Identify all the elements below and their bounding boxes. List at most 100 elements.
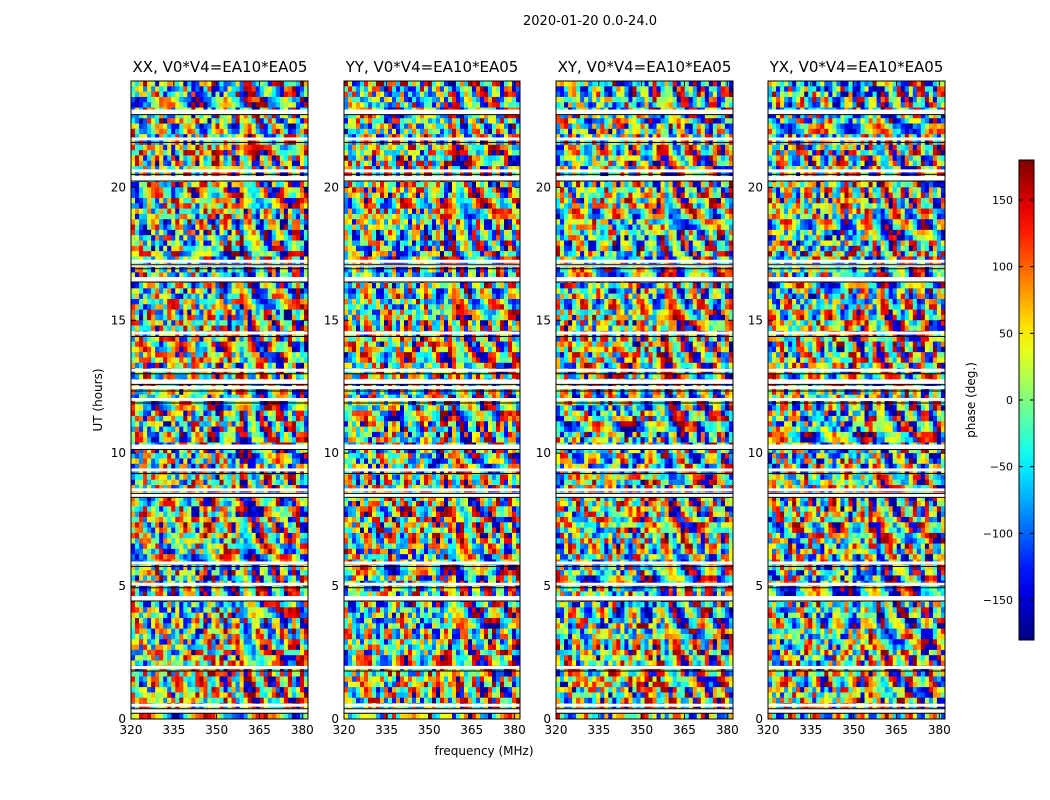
flagged-row	[768, 109, 945, 115]
flagged-row	[131, 169, 308, 173]
x-tick-label: 350	[630, 723, 653, 737]
y-tick-label: 20	[536, 180, 551, 194]
flagged-row	[768, 444, 945, 450]
flagged-row	[344, 665, 520, 669]
flagged-row	[344, 596, 520, 602]
flagged-row	[131, 109, 308, 115]
flagged-row	[344, 169, 520, 173]
flagged-row	[556, 561, 733, 565]
flagged-row	[131, 331, 308, 335]
flagged-row	[344, 488, 520, 492]
flagged-row	[768, 259, 945, 263]
flagged-row	[556, 109, 733, 115]
flagged-row	[768, 379, 945, 385]
flagged-row	[344, 137, 520, 141]
x-tick-label: 335	[375, 723, 398, 737]
x-tick-label: 380	[291, 723, 314, 737]
flagged-row	[131, 398, 308, 401]
y-tick-label: 10	[536, 446, 551, 460]
flagged-row	[768, 708, 945, 714]
phase-panel-3	[768, 81, 945, 719]
x-tick-label: 320	[757, 723, 780, 737]
flagged-row	[556, 386, 733, 390]
panel-title-xx: XX, V0*V4=EA10*EA05	[131, 58, 309, 76]
flagged-row	[556, 379, 733, 385]
y-tick-label: 0	[543, 712, 551, 726]
flagged-row	[131, 561, 308, 565]
y-tick-label: 5	[118, 579, 126, 593]
flagged-row	[344, 176, 520, 182]
x-tick-label: 365	[673, 723, 696, 737]
y-tick-label: 15	[111, 313, 126, 327]
flagged-row	[768, 137, 945, 141]
phase-panel-2	[556, 81, 733, 719]
flagged-row	[768, 468, 945, 472]
x-tick-label: 335	[587, 723, 610, 737]
x-tick-label: 320	[333, 723, 356, 737]
flagged-row	[131, 665, 308, 669]
x-tick-label: 380	[716, 723, 739, 737]
phase-panel-1	[344, 81, 520, 719]
panel-title-xy: XY, V0*V4=EA10*EA05	[556, 58, 733, 76]
flagged-row	[556, 468, 733, 472]
flagged-row	[556, 137, 733, 141]
flagged-row	[556, 665, 733, 669]
flagged-row	[556, 331, 733, 335]
flagged-row	[344, 708, 520, 714]
figure-title: 2020-01-20 0.0-24.0	[0, 14, 1050, 29]
flagged-row	[768, 277, 945, 283]
y-tick-label: 0	[755, 712, 763, 726]
flagged-row	[344, 277, 520, 283]
x-tick-label: 350	[842, 723, 865, 737]
flagged-row	[768, 331, 945, 335]
flagged-row	[556, 368, 733, 372]
y-tick-label: 20	[324, 180, 339, 194]
colorbar-tick-label: 0	[1006, 394, 1013, 407]
y-tick-label: 5	[755, 579, 763, 593]
flagged-row	[556, 277, 733, 283]
flagged-row	[131, 596, 308, 602]
phase-panel-0	[131, 81, 308, 719]
flagged-row	[768, 169, 945, 173]
flagged-row	[768, 488, 945, 492]
flagged-row	[344, 368, 520, 372]
flagged-row	[768, 582, 945, 586]
colorbar-tick-label: 100	[992, 261, 1013, 274]
flagged-row	[344, 703, 520, 707]
flagged-row	[768, 176, 945, 182]
x-tick-label: 350	[205, 723, 228, 737]
y-tick-label: 10	[111, 446, 126, 460]
x-tick-label: 365	[460, 723, 483, 737]
flagged-row	[556, 176, 733, 182]
flagged-row	[344, 398, 520, 401]
x-tick-label: 320	[545, 723, 568, 737]
flagged-row	[556, 492, 733, 498]
flagged-row	[768, 703, 945, 707]
flagged-row	[131, 259, 308, 263]
flagged-row	[131, 379, 308, 385]
x-axis-label: frequency (MHz)	[434, 744, 533, 758]
y-tick-label: 0	[118, 712, 126, 726]
flagged-row	[556, 444, 733, 450]
colorbar-tick-label: 150	[992, 194, 1013, 207]
flagged-row	[344, 109, 520, 115]
panel-frame	[130, 80, 309, 720]
x-tick-label: 335	[799, 723, 822, 737]
y-tick-label: 20	[748, 180, 763, 194]
y-tick-label: 15	[324, 313, 339, 327]
flagged-row	[556, 398, 733, 401]
flagged-row	[131, 708, 308, 714]
y-tick-label: 0	[331, 712, 339, 726]
y-tick-label: 10	[324, 446, 339, 460]
flagged-row	[768, 368, 945, 372]
flagged-row	[768, 665, 945, 669]
colorbar-tick-label: 50	[999, 327, 1013, 340]
x-tick-label: 335	[162, 723, 185, 737]
x-tick-label: 380	[928, 723, 951, 737]
flagged-row	[344, 468, 520, 472]
y-tick-label: 10	[748, 446, 763, 460]
flagged-row	[344, 444, 520, 450]
flagged-row	[131, 488, 308, 492]
flagged-row	[344, 259, 520, 263]
